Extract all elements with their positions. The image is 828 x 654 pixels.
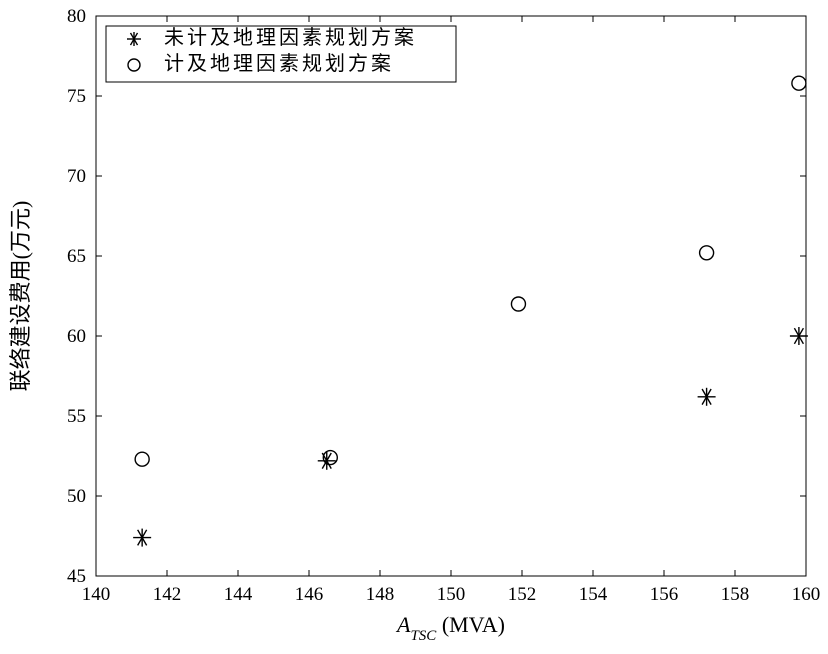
scatter-chart: 140 142 144 146 148 150 152 154 156 158 160 45 50 55 6… (0, 0, 828, 654)
y-tick-label: 45 (67, 566, 86, 587)
x-tick-label: 146 (295, 584, 324, 605)
data-point (700, 246, 714, 260)
legend-marker (128, 59, 140, 71)
y-tick-label: 70 (67, 166, 86, 187)
legend-label: 未计及地理因素规划方案 (164, 26, 417, 49)
data-point (133, 529, 151, 547)
x-tick-label: 140 (82, 584, 111, 605)
chart-svg: 140 142 144 146 148 150 152 154 156 158 160 45 50 55 6… (0, 0, 828, 654)
y-axis-label: 联络建设费用(万元) (8, 201, 33, 392)
x-tick-label: 144 (224, 584, 253, 605)
x-tick-label: 158 (721, 584, 750, 605)
x-tick-label: 148 (366, 584, 395, 605)
x-tick-label: 154 (579, 584, 608, 605)
y-tick-label: 65 (67, 246, 86, 267)
x-axis-label: ATSC (MVA) (395, 612, 505, 644)
y-tick-label: 50 (67, 486, 86, 507)
y-tick-label: 60 (67, 326, 86, 347)
plot-border (96, 16, 806, 576)
x-tick-label: 156 (650, 584, 679, 605)
data-point (135, 452, 149, 466)
y-tick-label: 80 (67, 6, 86, 27)
data-point (511, 297, 525, 311)
y-tick-label: 55 (67, 406, 86, 427)
data-point (318, 452, 336, 470)
x-tick-label: 160 (792, 584, 821, 605)
legend-marker (127, 32, 141, 46)
data-point (698, 388, 716, 406)
x-tick-label: 150 (437, 584, 466, 605)
x-tick-label: 152 (508, 584, 537, 605)
x-tick-label: 142 (153, 584, 182, 605)
y-tick-label: 75 (67, 86, 86, 107)
data-point (790, 327, 808, 345)
data-point (792, 76, 806, 90)
legend-label: 计及地理因素规划方案 (164, 52, 394, 75)
